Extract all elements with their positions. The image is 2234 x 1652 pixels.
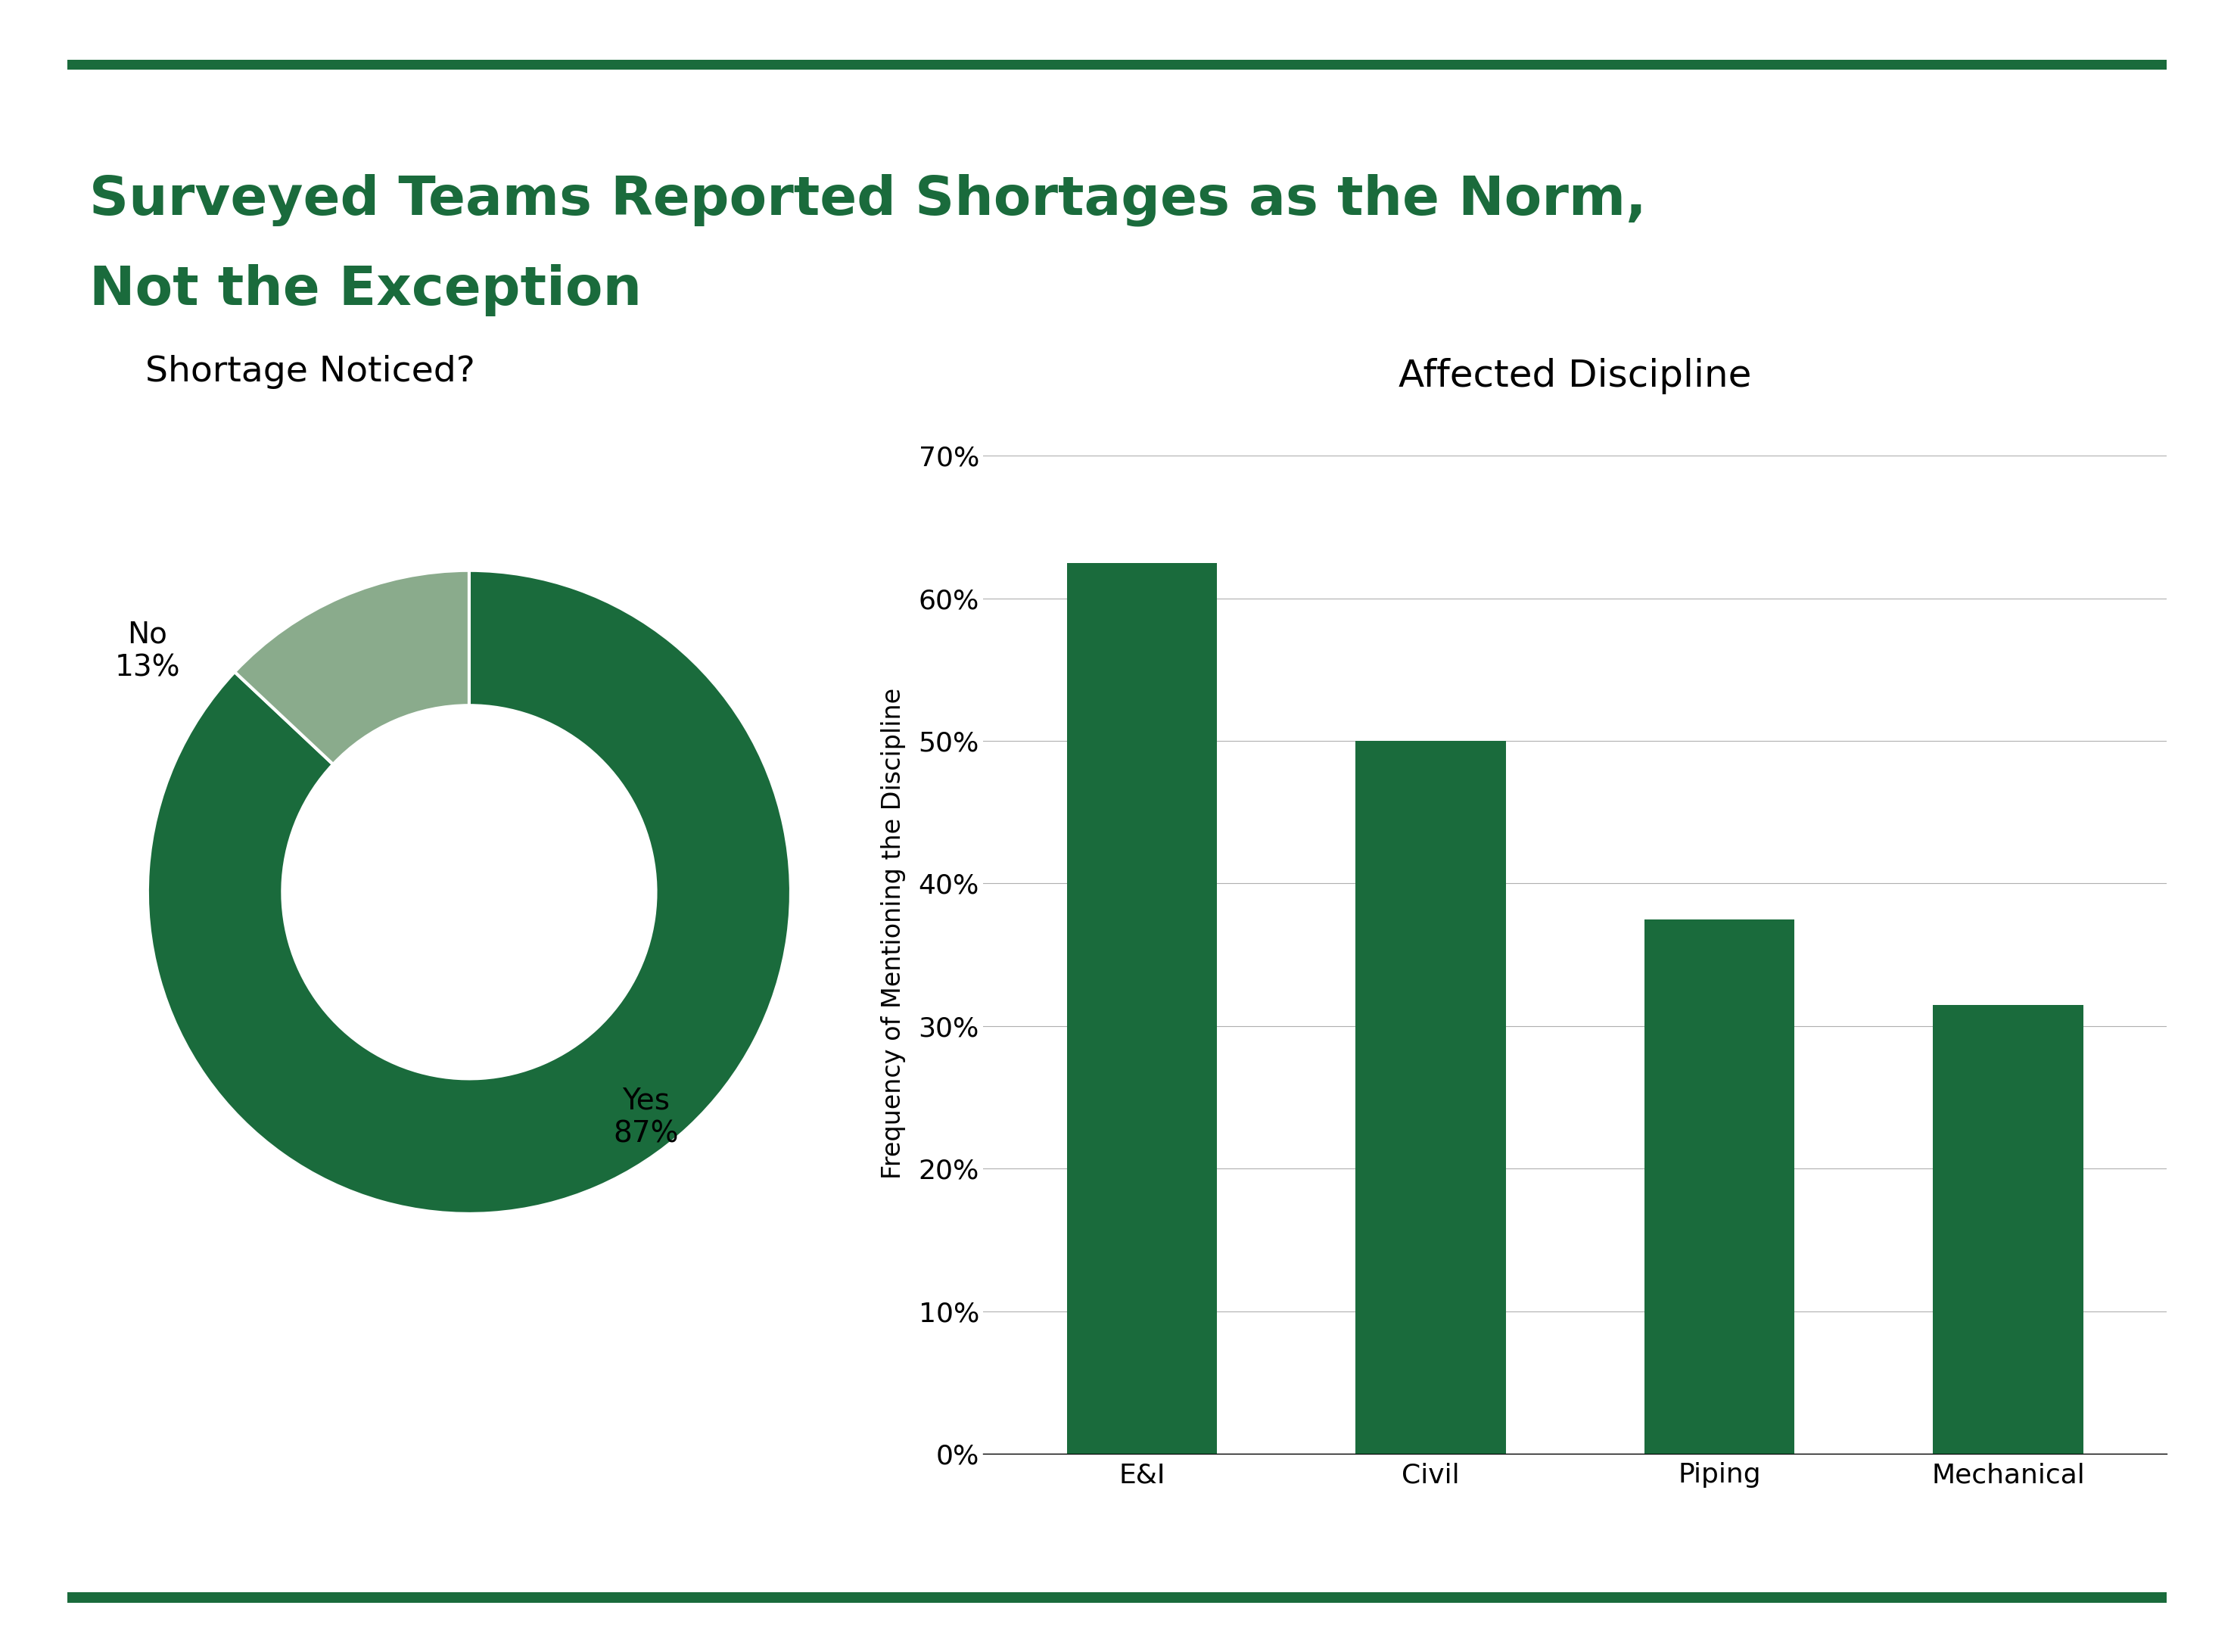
Text: Yes
87%: Yes 87%	[614, 1087, 679, 1148]
Text: Shortage Noticed?: Shortage Noticed?	[145, 355, 476, 390]
Title: Affected Discipline: Affected Discipline	[1398, 358, 1751, 395]
Text: No
13%: No 13%	[114, 620, 181, 682]
Wedge shape	[235, 570, 469, 765]
Bar	[1066, 563, 1218, 1454]
Bar	[1932, 1004, 2084, 1454]
Bar	[1644, 919, 1794, 1454]
Y-axis label: Frequency of Mentioning the Discipline: Frequency of Mentioning the Discipline	[880, 687, 905, 1180]
Bar	[1356, 740, 1506, 1454]
Wedge shape	[147, 570, 791, 1214]
Text: Surveyed Teams Reported Shortages as the Norm,: Surveyed Teams Reported Shortages as the…	[89, 173, 1646, 226]
Text: Not the Exception: Not the Exception	[89, 264, 641, 317]
